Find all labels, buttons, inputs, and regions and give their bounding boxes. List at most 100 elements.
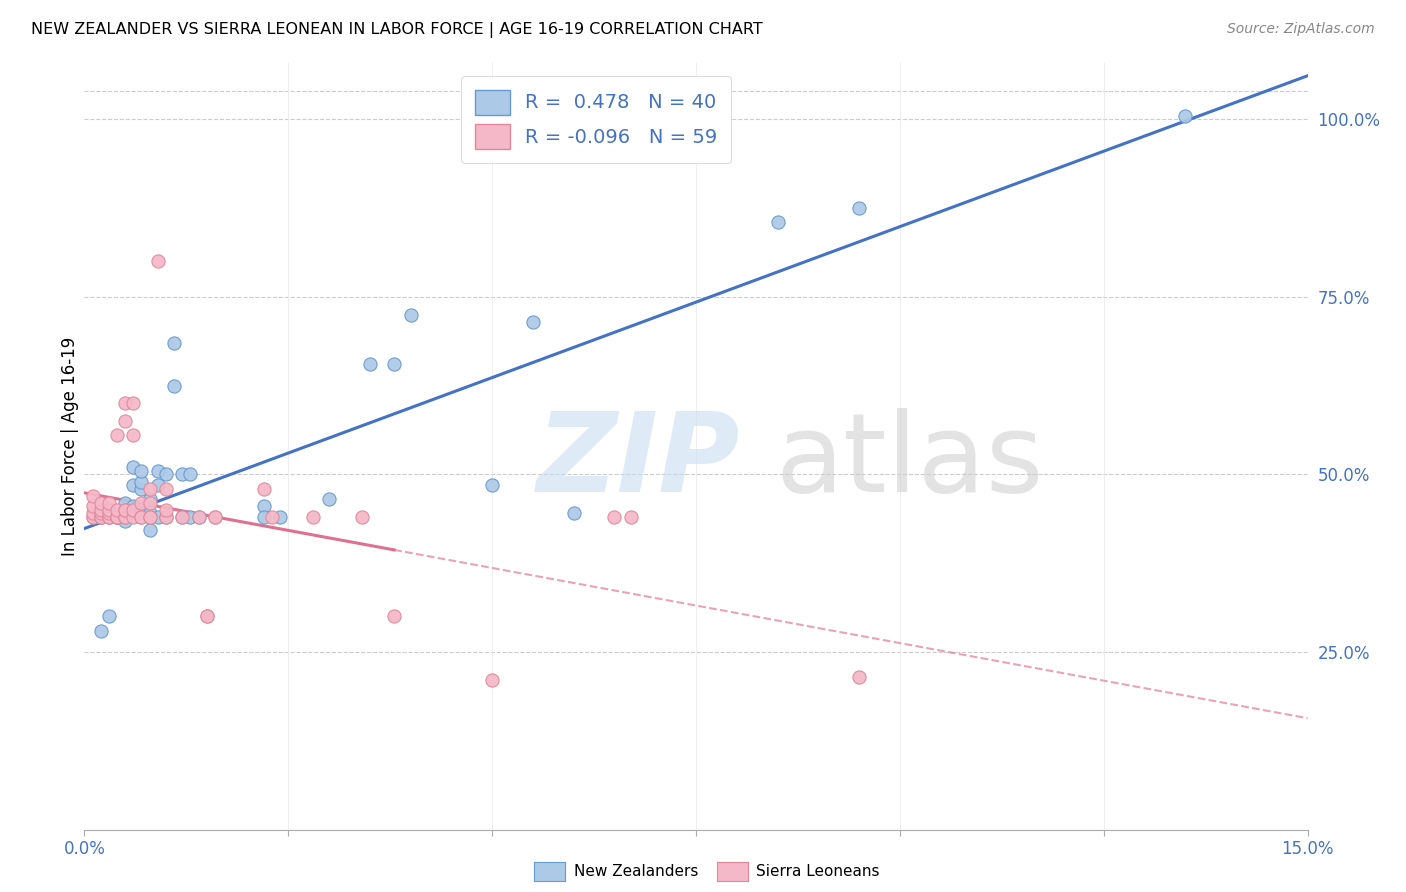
Point [138,523,160,537]
Point [1174,109,1197,123]
Point [620,510,643,524]
Point [131,475,153,489]
Point [179,510,201,524]
Point [138,510,160,524]
Point [146,510,169,524]
Point [122,428,145,442]
Point [122,500,145,514]
Point [260,510,283,524]
Point [562,507,585,521]
Point [131,510,153,524]
Point [97,507,120,521]
Point [82,507,104,521]
Point [848,670,870,684]
Y-axis label: In Labor Force | Age 16-19: In Labor Force | Age 16-19 [62,336,80,556]
Point [155,482,177,496]
Point [131,507,153,521]
Point [204,510,226,524]
Text: Source: ZipAtlas.com: Source: ZipAtlas.com [1227,22,1375,37]
Point [138,510,160,524]
Point [114,496,136,510]
Point [204,510,226,524]
Point [155,510,177,524]
Point [195,609,218,624]
Text: NEW ZEALANDER VS SIERRA LEONEAN IN LABOR FORCE | AGE 16-19 CORRELATION CHART: NEW ZEALANDER VS SIERRA LEONEAN IN LABOR… [31,22,762,38]
Point [138,482,160,496]
Point [105,510,128,524]
Point [146,478,169,492]
Point [522,315,544,329]
Text: New Zealanders: New Zealanders [574,864,697,879]
Point [97,510,120,524]
Point [155,467,177,482]
Point [172,510,194,524]
Text: ZIP: ZIP [537,408,741,515]
Point [97,496,120,510]
Point [172,510,194,524]
Point [253,482,276,496]
Point [603,510,626,524]
Point [163,336,186,351]
Point [481,673,503,688]
Point [131,510,153,524]
Point [105,510,128,524]
Point [105,503,128,517]
Point [122,396,145,410]
Point [122,460,145,475]
Point [138,496,160,510]
Point [382,609,405,624]
Point [187,510,209,524]
Point [172,467,194,482]
Point [179,467,201,482]
Point [97,510,120,524]
Point [114,510,136,524]
Point [114,503,136,517]
Point [105,428,128,442]
Point [105,510,128,524]
Point [90,507,112,521]
Point [82,489,104,503]
Point [382,357,405,371]
Point [97,510,120,524]
Point [122,503,145,517]
Point [82,510,104,524]
Point [138,492,160,507]
Point [131,464,153,478]
Point [114,414,136,428]
Point [90,510,112,524]
Point [155,503,177,517]
Point [253,510,276,524]
Point [105,510,128,524]
Text: Sierra Leoneans: Sierra Leoneans [756,864,880,879]
Point [146,254,169,268]
Point [155,510,177,524]
Text: atlas: atlas [776,408,1045,515]
Point [131,496,153,510]
Point [163,378,186,392]
Point [97,609,120,624]
Point [90,510,112,524]
Point [82,510,104,524]
Point [399,308,422,322]
Point [146,464,169,478]
Point [122,478,145,492]
Point [114,396,136,410]
Point [114,510,136,524]
Point [195,609,218,624]
Point [359,357,381,371]
Point [187,510,209,524]
Point [90,503,112,517]
Legend: R =  0.478   N = 40, R = -0.096   N = 59: R = 0.478 N = 40, R = -0.096 N = 59 [461,76,731,163]
Point [82,500,104,514]
Point [848,201,870,215]
Point [350,510,373,524]
Point [318,492,340,507]
Point [97,503,120,517]
Point [105,510,128,524]
Point [114,514,136,528]
Point [301,510,323,524]
Point [481,478,503,492]
Point [253,500,276,514]
Point [90,624,112,638]
Point [131,482,153,496]
